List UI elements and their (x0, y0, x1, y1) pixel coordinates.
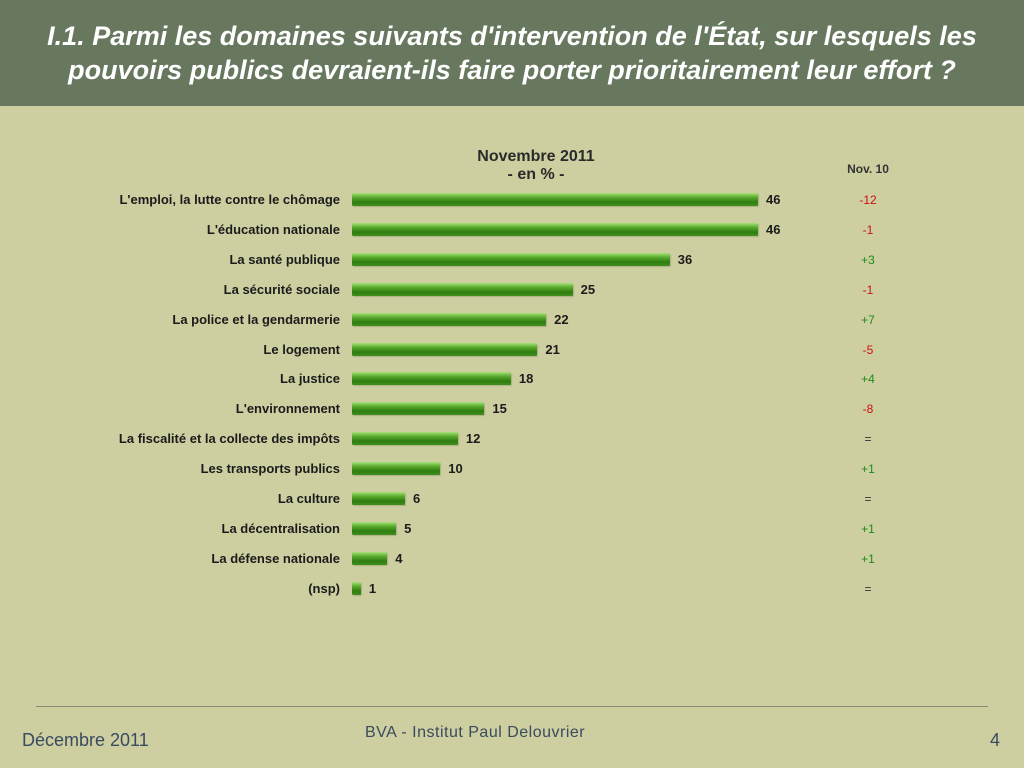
footer-date: Décembre 2011 (22, 730, 149, 750)
chart-row: La culture 6 = (0, 485, 1024, 515)
bar-value-label: 22 (554, 311, 569, 327)
bar (352, 342, 538, 356)
change-vs-nov10: +7 (861, 312, 875, 327)
bar-value-label: 10 (448, 461, 463, 477)
bar (352, 222, 758, 236)
bar-value-label: 1 (368, 580, 377, 596)
footer-organization: BVA - Institut Paul Delouvrier (365, 724, 586, 741)
change-vs-nov10: -12 (859, 193, 877, 207)
bar (352, 312, 547, 326)
category-label: Le logement (263, 341, 340, 357)
category-label: Les transports publics (200, 461, 340, 477)
category-label: La culture (277, 491, 340, 506)
chart-title-line1: Novembre 2011 (477, 148, 595, 165)
bar (352, 402, 485, 416)
slide-title: I.1. Parmi les domaines suivants d'inter… (47, 21, 977, 85)
change-vs-nov10: -8 (862, 402, 874, 417)
bar (352, 372, 511, 386)
chart-row: L'éducation nationale 46 -1 (0, 216, 1024, 246)
bar-value-label: 15 (492, 401, 507, 417)
chart-row: La sécurité sociale 25 -1 (0, 276, 1024, 306)
change-vs-nov10: -5 (862, 342, 874, 357)
change-vs-nov10: +1 (861, 551, 875, 566)
chart-row: La décentralisation 5 +1 (0, 515, 1024, 545)
chart-title-line2: - en % - (507, 166, 565, 183)
bar (352, 432, 458, 446)
chart-title: Novembre 2011 - en % - (430, 148, 642, 184)
bar-value-label: 5 (404, 520, 412, 536)
chart-row: L'environnement 15 -8 (0, 395, 1024, 425)
bar-value-label: 25 (580, 281, 596, 297)
chart-row: La santé publique 36 +3 (0, 246, 1024, 276)
category-label: La police et la gendarmerie (172, 311, 340, 327)
bar-value-label: 46 (766, 221, 781, 237)
chart-row: La défense nationale 4 +1 (0, 545, 1024, 575)
page-number: 4 (990, 730, 1001, 750)
change-vs-nov10: +1 (861, 462, 875, 477)
chart-row: L'emploi, la lutte contre le chômage 46 -1… (0, 186, 1024, 216)
chart-row: La justice 18 +4 (0, 365, 1024, 395)
category-label: (nsp) (308, 580, 340, 596)
bar (352, 252, 670, 266)
change-vs-nov10: -1 (862, 282, 874, 297)
category-label: La défense nationale (211, 550, 340, 566)
category-label: L'éducation nationale (206, 221, 340, 237)
bar (352, 492, 405, 505)
bar-value-label: 12 (465, 431, 481, 447)
bar (352, 581, 361, 595)
chart-row: La fiscalité et la collecte des impôts 12… (0, 425, 1024, 455)
bar (352, 551, 388, 565)
chart-row: (nsp) 1 = (0, 575, 1024, 605)
category-label: La sécurité sociale (223, 281, 340, 297)
bar-value-label: 36 (677, 251, 693, 267)
bar-value-label: 4 (395, 550, 403, 566)
bar (352, 521, 397, 535)
category-label: La santé publique (229, 251, 340, 267)
comparison-header: Nov. 10 (847, 162, 889, 176)
change-vs-nov10: = (864, 581, 872, 596)
chart-row: Le logement 21 -5 (0, 336, 1024, 366)
footer-divider (36, 706, 988, 707)
category-label: La décentralisation (221, 520, 340, 536)
bar (352, 282, 573, 296)
change-vs-nov10: +1 (861, 521, 875, 536)
bar-value-label: 21 (545, 341, 560, 357)
bar (352, 462, 441, 476)
slide-header: I.1. Parmi les domaines suivants d'inter… (0, 0, 1024, 106)
chart-row: Les transports publics 10 +1 (0, 455, 1024, 485)
change-vs-nov10: +4 (861, 372, 875, 387)
category-label: L'emploi, la lutte contre le chômage (119, 192, 340, 207)
bar-value-label: 6 (412, 491, 421, 506)
category-label: L'environnement (235, 401, 340, 417)
category-label: La fiscalité et la collecte des impôts (118, 431, 340, 447)
change-vs-nov10: +3 (861, 252, 875, 267)
category-label: La justice (280, 371, 340, 387)
bar-value-label: 46 (766, 192, 781, 207)
bar-value-label: 18 (518, 371, 534, 387)
change-vs-nov10: = (864, 492, 872, 506)
bar (352, 193, 758, 206)
chart-row: La police et la gendarmerie 22 +7 (0, 306, 1024, 336)
change-vs-nov10: = (864, 432, 872, 447)
change-vs-nov10: -1 (862, 222, 874, 237)
